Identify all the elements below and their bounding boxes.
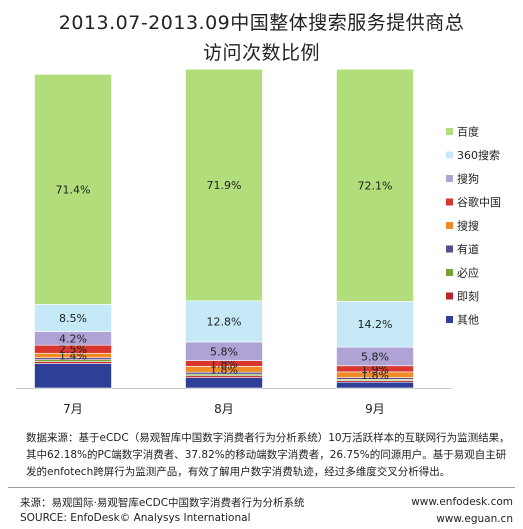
footer-divider: [8, 487, 515, 488]
legend-label-搜搜: 搜搜: [457, 219, 479, 233]
legend-label-谷歌中国: 谷歌中国: [457, 195, 501, 209]
bar-segment-百度-1: [34, 74, 112, 305]
legend-label-百度: 百度: [457, 125, 479, 139]
footer-url-eguan: www.eguan.cn: [436, 513, 513, 525]
legend-swatch-百度: [446, 128, 453, 135]
legend-label-即刻: 即刻: [457, 289, 479, 303]
data-label-360搜索-1: 8.5%: [59, 312, 87, 325]
data-label-搜狗-3: 5.8%: [361, 350, 389, 363]
data-label-搜狗-2: 5.8%: [210, 345, 238, 358]
legend-label-其他: 其他: [457, 314, 479, 327]
footer-source-cn: 来源：易观国际·易观智库eCDC中国数字消费者行为分析系统: [20, 497, 305, 509]
bar-segment-360搜索-3: [336, 301, 414, 348]
bar-segment-其他-3: [336, 381, 414, 389]
bar-segment-其他-1: [34, 363, 112, 389]
chart-title-line-2: 访问次数比例: [202, 42, 320, 64]
x-tick-label-1: 7月: [63, 402, 83, 416]
x-tick-label-2: 8月: [214, 402, 234, 416]
data-label-搜狗-1: 4.2%: [59, 332, 87, 345]
legend-swatch-即刻: [446, 292, 453, 300]
data-label-360搜索-2: 12.8%: [207, 315, 242, 328]
legend-swatch-其他: [446, 316, 453, 323]
legend-swatch-搜搜: [446, 222, 453, 229]
data-label-谷歌中国-1: 2.5%: [59, 343, 87, 356]
legend-label-360搜索: 360搜索: [457, 148, 500, 162]
bar-segment-360搜索-2: [185, 300, 263, 343]
chart-title-line-1: 2013.07-2013.09中国整体搜索服务提供商总: [58, 12, 465, 34]
legend-label-搜狗: 搜狗: [457, 172, 479, 186]
legend-swatch-必应: [446, 269, 453, 276]
data-label-百度-1: 71.4%: [56, 183, 91, 196]
footer-url-enfodesk: www.enfodesk.com: [411, 496, 513, 508]
legend-swatch-搜狗: [446, 175, 453, 182]
data-label-百度-2: 71.9%: [207, 179, 242, 192]
footer-source-en: SOURCE: EnfoDesk© Analysys International: [20, 512, 251, 524]
data-source-note: 数据来源：基于eCDC（易观智库中国数字消费者行为分析系统）10万活跃样本的互联…: [26, 432, 510, 478]
legend-label-有道: 有道: [457, 242, 479, 256]
bar-segment-其他-2: [185, 377, 263, 389]
legend-swatch-谷歌中国: [446, 198, 453, 206]
data-label-谷歌中国-3: 1.9%: [361, 363, 389, 376]
legend-swatch-360搜索: [446, 151, 453, 159]
stacked-bar-chart: 1.4%2.5%4.2%8.5%71.4%7月1.8%1.8%5.8%12.8%…: [16, 68, 501, 416]
data-label-360搜索-3: 14.2%: [358, 318, 393, 331]
legend-swatch-有道: [446, 245, 453, 253]
bar-segment-百度-2: [185, 68, 263, 302]
bar-segment-百度-3: [336, 68, 414, 302]
legend-label-必应: 必应: [457, 266, 479, 280]
data-label-百度-3: 72.1%: [358, 179, 393, 192]
x-tick-label-3: 9月: [365, 402, 385, 416]
